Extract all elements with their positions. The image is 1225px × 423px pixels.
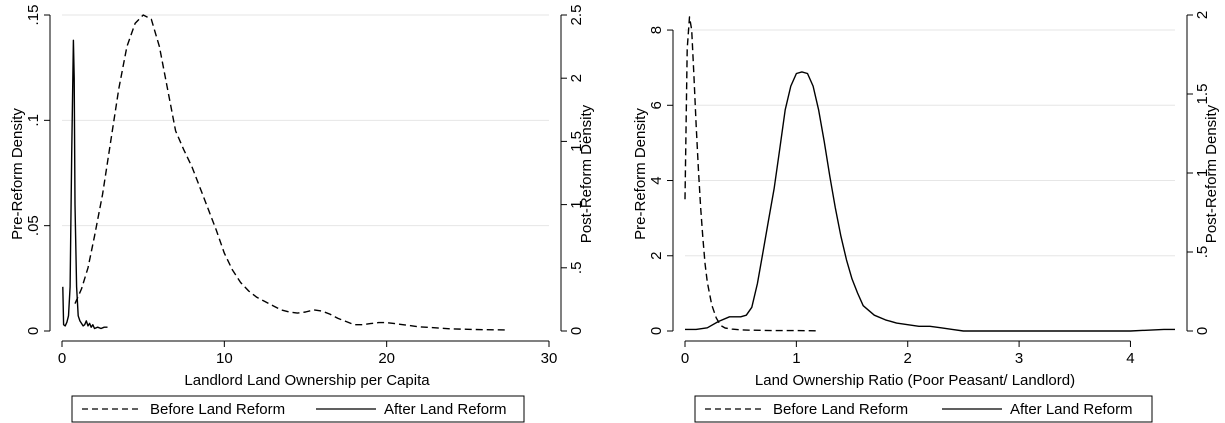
left-chart-panel: 0 10 20 30 0 .05 .1 .15 0 .5 1 1.5 2 2.5 Landlord Lan… xyxy=(9,5,595,423)
left-chart-axes: 0 10 20 30 0 .05 .1 .15 0 .5 1 1.5 2 2.5 xyxy=(25,5,585,367)
right-chart-legend-box xyxy=(694,395,1153,423)
right-chart-series-lines xyxy=(684,16,1175,332)
left-x-tick-label-1: 10 xyxy=(216,350,233,367)
left-chart-left-axis-title: Pre-Reform Density xyxy=(9,108,26,240)
left-left-y-tick-label-3: .15 xyxy=(25,5,42,26)
right-chart-gridlines xyxy=(685,29,1175,257)
right-legend-label-before: Before Land Reform xyxy=(773,401,908,418)
left-chart-series-lines xyxy=(62,14,506,331)
right-left-y-tick-label-4: 8 xyxy=(648,26,665,34)
left-series-before-reform-line xyxy=(74,14,506,331)
right-left-y-tick-label-3: 6 xyxy=(648,101,665,109)
left-x-tick-label-0: 0 xyxy=(58,350,66,367)
left-chart-right-axis-title: Post-Reform Density xyxy=(578,104,595,243)
right-series-after-reform-line xyxy=(685,71,1175,332)
right-left-y-tick-label-1: 2 xyxy=(648,252,665,260)
left-left-y-tick-label-0: 0 xyxy=(25,327,42,335)
left-x-tick-label-2: 20 xyxy=(378,350,395,367)
right-right-y-tick-label-3: 1.5 xyxy=(1194,84,1211,105)
left-right-y-tick-label-2: 1 xyxy=(568,200,585,208)
left-right-y-tick-label-5: 2.5 xyxy=(568,5,585,26)
right-chart-x-axis-title: Land Ownership Ratio (Poor Peasant/ Land… xyxy=(755,372,1075,389)
left-right-y-tick-label-1: .5 xyxy=(568,262,585,275)
right-x-tick-label-1: 1 xyxy=(792,350,800,367)
right-chart-axes: 0 1 2 3 4 0 2 4 6 8 0 .5 1 1.5 2 xyxy=(648,11,1211,367)
left-series-after-reform-line xyxy=(62,39,108,330)
right-chart-legend: Before Land Reform After Land Reform xyxy=(694,395,1153,423)
right-chart-right-axis-title: Post-Reform Density xyxy=(1203,104,1220,243)
right-x-tick-label-0: 0 xyxy=(681,350,689,367)
right-series-before-reform-line xyxy=(684,16,819,332)
left-right-y-tick-label-0: 0 xyxy=(568,327,585,335)
left-left-y-tick-label-1: .05 xyxy=(25,215,42,236)
right-x-tick-label-4: 4 xyxy=(1126,350,1134,367)
left-legend-label-before: Before Land Reform xyxy=(150,401,285,418)
right-right-y-tick-label-1: .5 xyxy=(1194,246,1211,259)
right-chart-panel: 0 1 2 3 4 0 2 4 6 8 0 .5 1 1.5 2 Land Ownership Ratio … xyxy=(632,11,1220,423)
left-chart-x-axis-title: Landlord Land Ownership per Capita xyxy=(184,372,430,389)
right-left-y-tick-label-2: 4 xyxy=(648,176,665,184)
left-chart-gridlines xyxy=(62,14,549,227)
left-legend-label-after: After Land Reform xyxy=(384,401,507,418)
left-right-y-tick-label-4: 2 xyxy=(568,74,585,82)
right-right-y-tick-label-4: 2 xyxy=(1194,11,1211,19)
left-chart-legend: Before Land Reform After Land Reform xyxy=(71,395,525,423)
right-x-tick-label-2: 2 xyxy=(904,350,912,367)
right-right-y-tick-label-2: 1 xyxy=(1194,169,1211,177)
right-left-y-tick-label-0: 0 xyxy=(648,327,665,335)
left-x-tick-label-3: 30 xyxy=(541,350,558,367)
right-right-y-tick-label-0: 0 xyxy=(1194,327,1211,335)
right-legend-label-after: After Land Reform xyxy=(1010,401,1133,418)
right-chart-left-axis-title: Pre-Reform Density xyxy=(632,108,649,240)
left-left-y-tick-label-2: .1 xyxy=(25,114,42,127)
left-chart-legend-box xyxy=(71,395,525,423)
left-right-y-tick-label-3: 1.5 xyxy=(568,131,585,152)
right-x-tick-label-3: 3 xyxy=(1015,350,1023,367)
